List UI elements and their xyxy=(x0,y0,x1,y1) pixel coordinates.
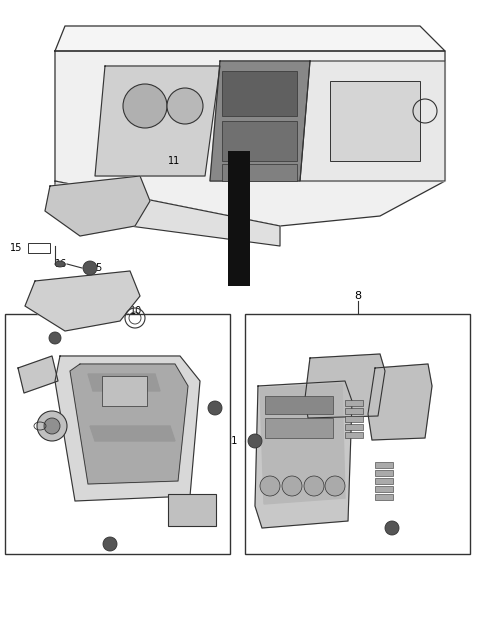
Polygon shape xyxy=(368,364,432,440)
Polygon shape xyxy=(260,384,345,504)
Text: 13: 13 xyxy=(428,389,440,399)
Text: 8: 8 xyxy=(354,291,361,301)
Bar xyxy=(28,243,50,253)
Text: 7: 7 xyxy=(150,322,156,332)
Text: 3: 3 xyxy=(8,371,14,381)
Text: 4: 4 xyxy=(52,286,58,296)
Bar xyxy=(345,432,363,438)
Bar xyxy=(265,396,333,414)
Text: 18: 18 xyxy=(390,351,402,361)
Text: 1: 1 xyxy=(113,291,120,301)
Bar xyxy=(375,494,393,500)
Text: 16: 16 xyxy=(55,259,67,269)
Text: 2: 2 xyxy=(118,541,124,551)
Polygon shape xyxy=(300,61,445,181)
Polygon shape xyxy=(55,51,445,226)
Bar xyxy=(375,470,393,476)
Polygon shape xyxy=(55,181,280,246)
Bar xyxy=(222,71,297,116)
Polygon shape xyxy=(55,26,445,51)
Circle shape xyxy=(325,476,345,496)
Text: 10: 10 xyxy=(130,306,142,316)
Polygon shape xyxy=(255,381,352,528)
Text: 12: 12 xyxy=(345,476,358,486)
Bar xyxy=(168,494,216,526)
Bar xyxy=(345,424,363,430)
Circle shape xyxy=(248,434,262,448)
Circle shape xyxy=(304,476,324,496)
Bar xyxy=(228,151,250,286)
Text: 11: 11 xyxy=(168,156,180,166)
Bar xyxy=(345,408,363,414)
Text: 6610: 6610 xyxy=(6,420,29,429)
Text: 20: 20 xyxy=(218,396,230,406)
Circle shape xyxy=(44,418,60,434)
Circle shape xyxy=(103,537,117,551)
Bar xyxy=(245,314,470,554)
Circle shape xyxy=(260,476,280,496)
Circle shape xyxy=(208,401,222,415)
Text: 12: 12 xyxy=(320,409,332,419)
Circle shape xyxy=(49,332,61,344)
Bar xyxy=(375,462,393,468)
Polygon shape xyxy=(90,426,175,441)
Polygon shape xyxy=(305,354,385,418)
Circle shape xyxy=(123,84,167,128)
Text: 15: 15 xyxy=(10,243,23,253)
Polygon shape xyxy=(88,374,160,391)
Text: 17: 17 xyxy=(326,341,338,351)
Circle shape xyxy=(282,476,302,496)
Text: 5: 5 xyxy=(95,263,101,273)
Polygon shape xyxy=(70,364,188,484)
Bar xyxy=(375,478,393,484)
Bar xyxy=(375,486,393,492)
Circle shape xyxy=(385,521,399,535)
Polygon shape xyxy=(25,271,140,331)
Bar xyxy=(222,121,297,161)
Bar xyxy=(345,416,363,422)
Ellipse shape xyxy=(55,261,65,267)
Text: 6: 6 xyxy=(183,479,189,489)
Bar xyxy=(222,164,297,181)
Text: 21: 21 xyxy=(226,436,238,446)
Text: 14: 14 xyxy=(405,523,417,533)
Text: 9: 9 xyxy=(38,334,44,344)
Circle shape xyxy=(167,88,203,124)
Polygon shape xyxy=(45,176,150,236)
Polygon shape xyxy=(95,66,220,176)
Text: 13: 13 xyxy=(412,449,424,459)
Bar xyxy=(330,81,420,161)
Circle shape xyxy=(83,261,97,275)
Bar xyxy=(345,400,363,406)
Polygon shape xyxy=(55,356,200,501)
Circle shape xyxy=(37,411,67,441)
Bar xyxy=(5,314,230,554)
Text: 19: 19 xyxy=(108,389,120,399)
Polygon shape xyxy=(18,356,58,393)
Polygon shape xyxy=(210,61,310,181)
Bar xyxy=(102,376,147,406)
Bar xyxy=(265,418,333,438)
